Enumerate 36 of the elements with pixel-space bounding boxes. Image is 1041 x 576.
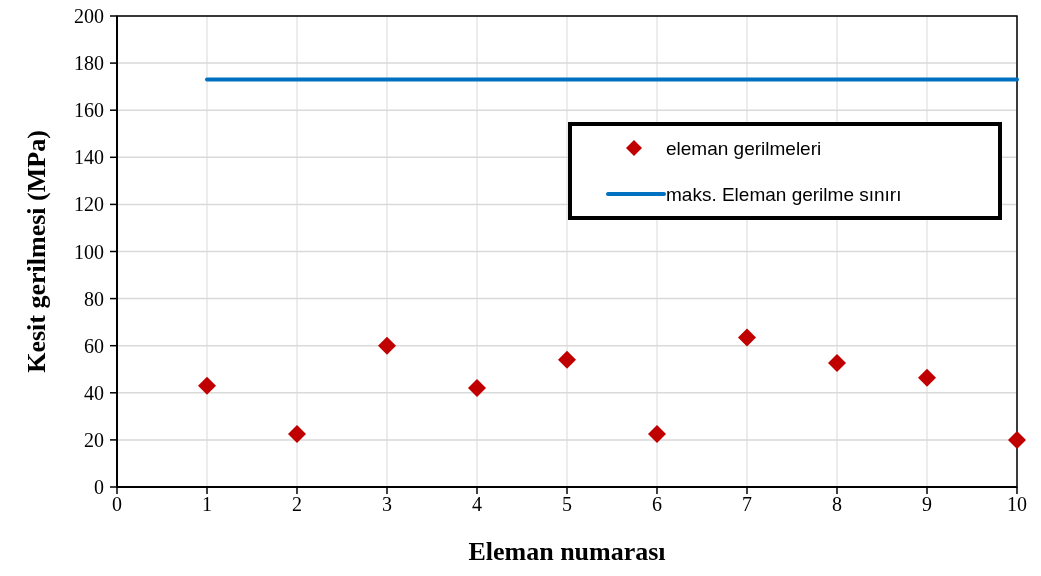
- x-axis-title: Eleman numarası: [468, 537, 666, 566]
- point: [648, 425, 666, 444]
- y-tick-label: 60: [84, 334, 104, 357]
- x-tick-label: 4: [472, 493, 482, 515]
- point: [558, 350, 576, 369]
- x-tick-label: 8: [832, 493, 842, 515]
- x-tick-label: 6: [652, 493, 662, 515]
- point: [288, 425, 306, 444]
- y-tick-label: 180: [74, 52, 104, 75]
- y-tick-label: 100: [74, 240, 104, 263]
- y-tick-label: 20: [84, 428, 104, 451]
- legend-label: eleman gerilmeleri: [666, 137, 822, 159]
- x-tick-label: 2: [292, 493, 302, 515]
- point: [468, 379, 486, 398]
- y-tick-label: 120: [74, 193, 104, 216]
- x-tick-label: 7: [742, 493, 752, 515]
- point: [1008, 430, 1026, 449]
- y-tick-label: 140: [74, 146, 104, 169]
- y-tick-label: 80: [84, 287, 104, 310]
- x-tick-label: 5: [562, 493, 572, 515]
- y-tick-label: 200: [74, 5, 104, 27]
- point: [828, 353, 846, 372]
- x-tick-label: 3: [382, 493, 392, 515]
- point: [738, 328, 756, 347]
- y-tick-label: 160: [74, 99, 104, 122]
- legend-label: maks. Eleman gerilme sınırı: [666, 183, 902, 205]
- point: [198, 376, 216, 395]
- x-tick-label: 1: [202, 493, 212, 515]
- x-tick-label: 0: [112, 493, 122, 515]
- x-tick-label: 10: [1007, 493, 1027, 515]
- y-tick-label: 40: [84, 381, 104, 404]
- point: [378, 336, 396, 355]
- point: [918, 368, 936, 387]
- x-tick-label: 9: [922, 493, 932, 515]
- y-tick-label: 0: [94, 476, 104, 498]
- y-axis-title: Kesit gerilmesi (MPa): [21, 130, 51, 373]
